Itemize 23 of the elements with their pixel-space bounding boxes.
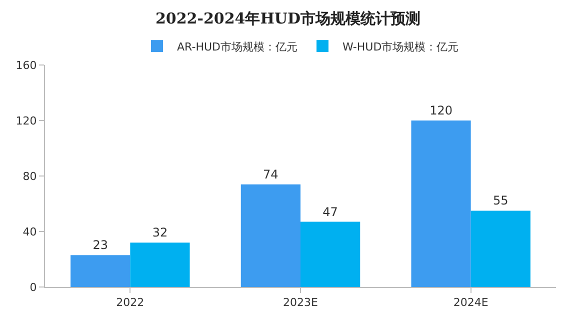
bar <box>70 255 130 287</box>
legend-label: AR-HUD市场规模：亿元 <box>177 40 298 54</box>
data-label: 74 <box>263 167 278 182</box>
y-tick-label: 0 <box>30 280 37 294</box>
x-tick-label: 2023E <box>283 296 318 310</box>
y-tick-label: 40 <box>22 225 37 238</box>
legend-label: W-HUD市场规模：亿元 <box>342 40 459 54</box>
data-label: 47 <box>322 204 338 219</box>
y-tick-label: 160 <box>16 58 37 72</box>
data-label: 23 <box>92 238 108 252</box>
x-tick-label: 2024E <box>453 296 488 310</box>
bar <box>130 242 190 287</box>
chart-title: 2022-2024年HUD市场规模统计预测 <box>156 10 420 28</box>
bar <box>300 222 360 287</box>
data-label: 55 <box>493 194 508 208</box>
y-tick-label: 80 <box>22 170 37 183</box>
bar <box>240 184 300 287</box>
y-tick-label: 120 <box>16 114 37 128</box>
data-label: 120 <box>430 104 452 118</box>
x-tick-label: 2022 <box>116 296 144 310</box>
bar <box>470 210 530 287</box>
bar <box>411 120 471 287</box>
data-label: 32 <box>152 226 168 240</box>
